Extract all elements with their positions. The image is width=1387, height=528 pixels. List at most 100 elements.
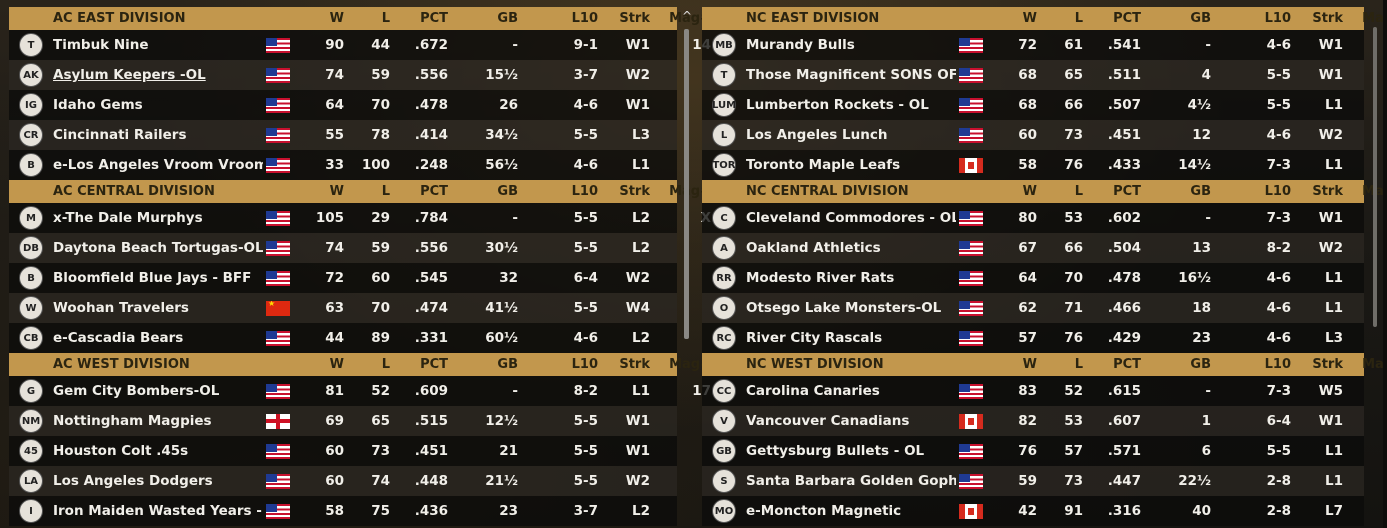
column-header-pct[interactable]: PCT (1113, 184, 1141, 199)
column-header-strk[interactable]: Strk (619, 357, 650, 372)
column-header-w[interactable]: W (1022, 357, 1037, 372)
team-name-link[interactable]: Those Magnificent SONS OF PITCH (746, 67, 956, 83)
team-logo-icon[interactable]: 45 (19, 439, 43, 463)
column-header-pct[interactable]: PCT (420, 11, 448, 26)
team-logo-icon[interactable]: MB (712, 33, 736, 57)
column-header-pct[interactable]: PCT (1113, 357, 1141, 372)
column-header-l10[interactable]: L10 (1264, 11, 1291, 26)
team-logo-icon[interactable]: W (19, 296, 43, 320)
table-row[interactable]: T Those Magnificent SONS OF PITCH 68 65 .511… (702, 60, 1364, 90)
team-name-link[interactable]: Modesto River Rats (746, 270, 895, 286)
team-name-link[interactable]: Woohan Travelers (53, 300, 189, 316)
team-logo-icon[interactable]: B (19, 153, 43, 177)
table-row[interactable]: GB Gettysburg Bullets - OL 76 57 .571 6 5-5 L1 (702, 436, 1364, 466)
team-logo-icon[interactable]: M (19, 206, 43, 230)
team-name-link[interactable]: Lumberton Rockets - OL (746, 97, 929, 113)
team-logo-icon[interactable]: V (712, 409, 736, 433)
table-row[interactable]: S Santa Barbara Golden Gophers -BFF 59 73 .4… (702, 466, 1364, 496)
team-name-link[interactable]: Iron Maiden Wasted Years - OL (53, 503, 263, 519)
column-header-strk[interactable]: Strk (1312, 184, 1343, 199)
table-row[interactable]: O Otsego Lake Monsters-OL 62 71 .466 18 4-6 L1 (702, 293, 1364, 323)
team-logo-icon[interactable]: LUM (712, 93, 736, 117)
column-header-l[interactable]: L (381, 11, 390, 26)
scrollbar-thumb[interactable] (1373, 27, 1377, 327)
column-header-l10[interactable]: L10 (1264, 357, 1291, 372)
team-name-link[interactable]: Los Angeles Lunch (746, 127, 888, 143)
column-header-l[interactable]: L (1074, 357, 1083, 372)
column-header-gb[interactable]: GB (497, 11, 518, 26)
table-row[interactable]: RC River City Rascals 57 76 .429 23 4-6 L3 (702, 323, 1364, 353)
column-header-l[interactable]: L (381, 184, 390, 199)
team-name-link[interactable]: Bloomfield Blue Jays - BFF (53, 270, 252, 286)
column-header-gb[interactable]: GB (497, 357, 518, 372)
team-logo-icon[interactable]: B (19, 266, 43, 290)
team-logo-icon[interactable]: CB (19, 326, 43, 350)
team-name-link[interactable]: x-The Dale Murphys (53, 210, 203, 226)
column-header-w[interactable]: W (1022, 11, 1037, 26)
team-name-link[interactable]: Nottingham Magpies (53, 413, 212, 429)
team-logo-icon[interactable]: O (712, 296, 736, 320)
table-row[interactable]: TOR Toronto Maple Leafs 58 76 .433 14½ 7-3 L1 (702, 150, 1364, 180)
column-header-strk[interactable]: Strk (1312, 11, 1343, 26)
team-name-link[interactable]: Murandy Bulls (746, 37, 855, 53)
team-name-link[interactable]: Asylum Keepers -OL (53, 67, 206, 83)
team-name-link[interactable]: Oakland Athletics (746, 240, 881, 256)
column-header-strk[interactable]: Strk (619, 11, 650, 26)
team-logo-icon[interactable]: S (712, 469, 736, 493)
team-name-link[interactable]: Daytona Beach Tortugas-OL (53, 240, 263, 256)
column-header-strk[interactable]: Strk (619, 184, 650, 199)
table-row[interactable]: NM Nottingham Magpies 69 65 .515 12½ 5-5 W1 (9, 406, 677, 436)
team-name-link[interactable]: Gettysburg Bullets - OL (746, 443, 925, 459)
column-header-pct[interactable]: PCT (1113, 11, 1141, 26)
team-name-link[interactable]: Los Angeles Dodgers (53, 473, 213, 489)
table-row[interactable]: W Woohan Travelers 63 70 .474 41½ 5-5 W4 (9, 293, 677, 323)
team-name-link[interactable]: e-Moncton Magnetic (746, 503, 902, 519)
team-name-link[interactable]: Timbuk Nine (53, 37, 149, 53)
column-header-gb[interactable]: GB (1190, 357, 1211, 372)
right-scrollbar[interactable] (1369, 7, 1381, 528)
team-name-link[interactable]: Carolina Canaries (746, 383, 880, 399)
team-name-link[interactable]: Cleveland Commodores - OL (746, 210, 956, 226)
table-row[interactable]: I Iron Maiden Wasted Years - OL 58 75 .436 23… (9, 496, 677, 526)
table-row[interactable]: AK Asylum Keepers -OL 74 59 .556 15½ 3-7 W2 (9, 60, 677, 90)
column-header-l[interactable]: L (1074, 11, 1083, 26)
table-row[interactable]: RR Modesto River Rats 64 70 .478 16½ 4-6 L1 (702, 263, 1364, 293)
team-logo-icon[interactable]: NM (19, 409, 43, 433)
table-row[interactable]: C Cleveland Commodores - OL 80 53 .602 - 7-3 W1… (702, 203, 1387, 233)
team-logo-icon[interactable]: DB (19, 236, 43, 260)
column-header-l10[interactable]: L10 (571, 11, 598, 26)
column-header-l10[interactable]: L10 (571, 184, 598, 199)
left-scrollbar[interactable]: ^ (680, 7, 694, 528)
column-header-gb[interactable]: GB (1190, 184, 1211, 199)
column-header-l[interactable]: L (381, 357, 390, 372)
team-logo-icon[interactable]: CC (712, 379, 736, 403)
team-name-link[interactable]: e-Los Angeles Vroom Vroom (53, 157, 263, 173)
table-row[interactable]: LUM Lumberton Rockets - OL 68 66 .507 4½ 5-5 L1 (702, 90, 1364, 120)
team-logo-icon[interactable]: G (19, 379, 43, 403)
table-row[interactable]: IG Idaho Gems 64 70 .478 26 4-6 W1 (9, 90, 677, 120)
table-row[interactable]: B Bloomfield Blue Jays - BFF 72 60 .545 32 6-4… (9, 263, 677, 293)
team-logo-icon[interactable]: T (19, 33, 43, 57)
team-logo-icon[interactable]: RR (712, 266, 736, 290)
scroll-up-icon[interactable]: ^ (681, 9, 693, 23)
column-header-w[interactable]: W (329, 184, 344, 199)
team-name-link[interactable]: Cincinnati Railers (53, 127, 187, 143)
table-row[interactable]: V Vancouver Canadians 82 53 .607 1 6-4 W1 (702, 406, 1364, 436)
team-logo-icon[interactable]: I (19, 499, 43, 523)
column-header-w[interactable]: W (329, 357, 344, 372)
column-header-mag[interactable]: Mag# (1362, 357, 1387, 372)
team-logo-icon[interactable]: GB (712, 439, 736, 463)
team-name-link[interactable]: Santa Barbara Golden Gophers -BFF (746, 473, 956, 489)
team-logo-icon[interactable]: L (712, 123, 736, 147)
team-logo-icon[interactable]: RC (712, 326, 736, 350)
column-header-l10[interactable]: L10 (1264, 184, 1291, 199)
team-logo-icon[interactable]: AK (19, 63, 43, 87)
team-logo-icon[interactable]: TOR (712, 153, 736, 177)
team-logo-icon[interactable]: T (712, 63, 736, 87)
table-row[interactable]: CR Cincinnati Railers 55 78 .414 34½ 5-5 L3 (9, 120, 677, 150)
table-row[interactable]: DB Daytona Beach Tortugas-OL 74 59 .556 30½ 5-… (9, 233, 677, 263)
